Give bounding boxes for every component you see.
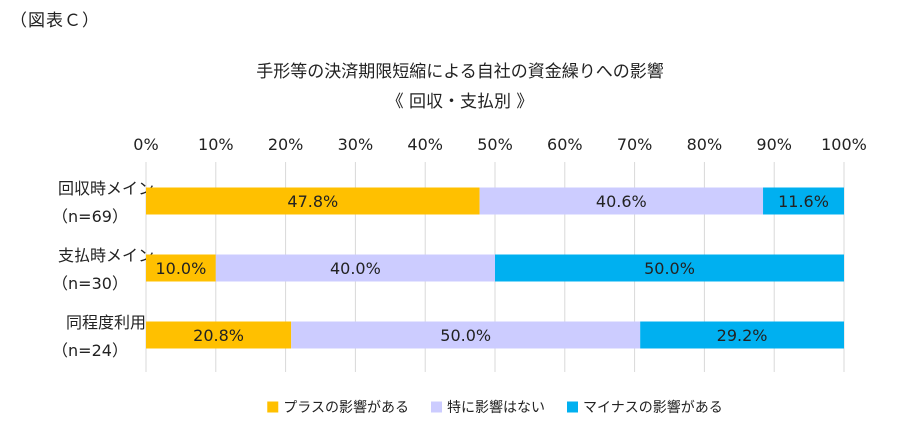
x-tick-label: 0% <box>133 135 158 154</box>
x-tick-label: 50% <box>477 135 513 154</box>
bar-data-label: 40.0% <box>330 259 381 278</box>
x-tick-label: 20% <box>268 135 304 154</box>
bar-data-label: 50.0% <box>440 326 491 345</box>
x-tick-label: 30% <box>338 135 374 154</box>
chart-title: 手形等の決済期限短縮による自社の資金繰りへの影響 <box>256 62 664 82</box>
bar-segment <box>291 321 641 349</box>
x-tick-label: 60% <box>547 135 583 154</box>
bars: 47.8% 40.6% 11.6% 10.0% 40.0% 50.0% 20.8% 50.0%… <box>146 187 844 349</box>
bar-segment <box>146 254 216 282</box>
bar-data-label: 47.8% <box>287 192 338 211</box>
x-tick-label: 80% <box>687 135 723 154</box>
legend-swatch <box>431 401 442 413</box>
bar-data-label: 29.2% <box>717 326 768 345</box>
bar-data-label: 11.6% <box>778 192 829 211</box>
bar-data-label: 40.6% <box>596 192 647 211</box>
legend-swatch <box>567 401 578 413</box>
bar-segment <box>146 321 292 349</box>
bar-segment <box>215 254 496 282</box>
legend-label: プラスの影響がある <box>283 399 409 416</box>
category-label: 回収時メイン <box>58 179 154 198</box>
bar-segment <box>495 254 844 282</box>
legend-label: マイナスの影響がある <box>583 399 723 416</box>
bar-segment <box>479 187 764 215</box>
legend-label: 特に影響はない <box>447 399 545 416</box>
chart-subtitle: 《 回収・支払別 》 <box>387 92 534 112</box>
bar-segment <box>640 321 844 349</box>
category-n-label: （n=24） <box>52 341 128 360</box>
x-tick-label: 90% <box>756 135 792 154</box>
bar-data-label: 50.0% <box>644 259 695 278</box>
x-axis-ticks: 0% 10% 20% 30% 40% 50% 60% 70% 80% 90% 100% <box>133 135 867 154</box>
figure-label: （図表Ｃ） <box>10 11 100 31</box>
x-tick-label: 100% <box>821 135 867 154</box>
bar-segment <box>763 187 844 215</box>
legend: プラスの影響がある 特に影響はない マイナスの影響がある <box>267 399 723 416</box>
bar-segment <box>146 187 480 215</box>
bar-data-label: 20.8% <box>193 326 244 345</box>
category-n-label: （n=30） <box>52 274 128 293</box>
x-tick-label: 10% <box>198 135 234 154</box>
category-labels: 回収時メイン （n=69） 支払時メイン （n=30） 同程度利用 （n=24） <box>52 179 154 360</box>
bar-data-label: 10.0% <box>155 259 206 278</box>
category-n-label: （n=69） <box>52 207 128 226</box>
x-tick-label: 70% <box>617 135 653 154</box>
category-label: 支払時メイン <box>58 246 154 265</box>
legend-swatch <box>267 401 279 413</box>
x-tick-label: 40% <box>407 135 443 154</box>
category-label: 同程度利用 <box>66 313 146 332</box>
